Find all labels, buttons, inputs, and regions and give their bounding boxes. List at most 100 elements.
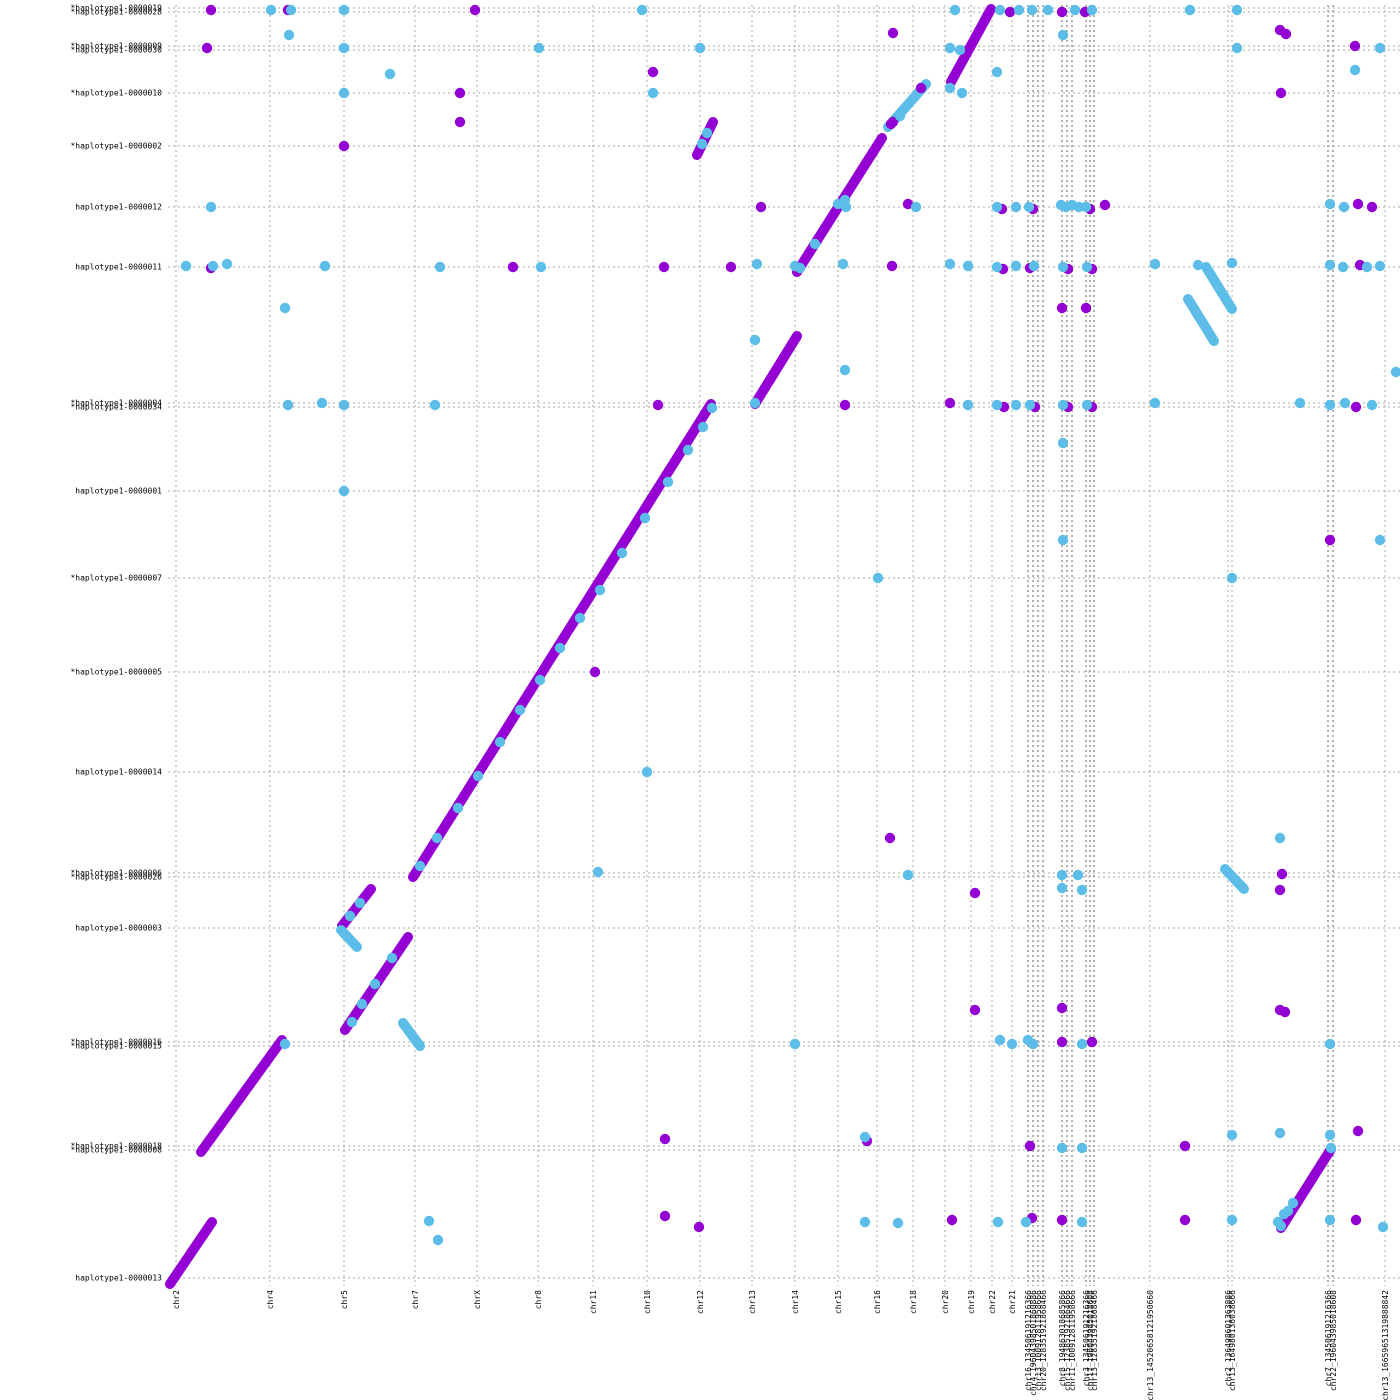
x-tick-label: chr2 <box>172 1290 181 1309</box>
y-axis-labels: *haplotype1-0000019*haplotype1-0000028 *h… <box>70 4 162 1283</box>
alignment-dot <box>494 736 506 748</box>
alignment-dot <box>1010 260 1022 272</box>
alignment-dot <box>1006 1038 1018 1050</box>
x-tick-label: chr13_128351921868466 <box>1090 1290 1099 1391</box>
alignment-dot <box>755 201 767 213</box>
alignment-dot <box>205 4 217 16</box>
x-tick-label: chr16 <box>873 1290 882 1314</box>
alignment-dot <box>265 4 277 16</box>
alignment-dot <box>1027 1038 1039 1050</box>
forward-alignment-points <box>201 4 1378 1233</box>
x-tick-label: chr3_134506191216366 <box>1082 1290 1091 1387</box>
alignment-dot <box>316 397 328 409</box>
alignment-dot <box>1325 1142 1337 1154</box>
alignment-dot <box>1352 1125 1364 1137</box>
alignment-dot <box>1231 4 1243 16</box>
alignment-segment <box>196 1035 287 1157</box>
alignment-dot <box>1366 399 1378 411</box>
y-tick-label: *haplotype1-0000004 <box>70 399 162 408</box>
alignment-dot <box>994 4 1006 16</box>
alignment-dot <box>1274 1127 1286 1139</box>
alignment-dot <box>1056 869 1068 881</box>
alignment-dot <box>1069 4 1081 16</box>
y-tick-label: haplotype1-0000013 <box>75 1274 162 1283</box>
alignment-dot <box>1287 1197 1299 1209</box>
x-tick-label: chr12 <box>696 1290 705 1314</box>
alignment-dot <box>1013 4 1025 16</box>
alignment-dot <box>837 258 849 270</box>
alignment-dot <box>338 4 350 16</box>
alignment-dot <box>1324 1038 1336 1050</box>
alignment-dot <box>454 87 466 99</box>
x-tick-label: chr5 <box>340 1290 349 1309</box>
x-tick-label: chr7_134506191216366 <box>1324 1290 1333 1387</box>
alignment-dot <box>1366 201 1378 213</box>
alignment-dot <box>1324 399 1336 411</box>
alignment-dot <box>1076 1216 1088 1228</box>
alignment-dot <box>885 118 897 130</box>
alignment-dot <box>789 1038 801 1050</box>
alignment-dot <box>894 110 906 122</box>
alignment-dot <box>1072 869 1084 881</box>
x-tick-label: chr14 <box>791 1290 800 1314</box>
alignment-dot <box>354 897 366 909</box>
alignment-dot <box>279 1038 291 1050</box>
alignment-dot <box>872 572 884 584</box>
alignment-dot <box>944 397 956 409</box>
alignment-dot <box>1324 259 1336 271</box>
alignment-dot <box>1226 1214 1238 1226</box>
x-tick-label: chr11_100912811958666 <box>1068 1290 1077 1391</box>
alignment-dot <box>282 399 294 411</box>
alignment-dot <box>969 1004 981 1016</box>
x-tick-label: chrX <box>473 1290 482 1309</box>
alignment-dot <box>1056 1002 1068 1014</box>
alignment-dot <box>1010 201 1022 213</box>
alignment-dot <box>279 302 291 314</box>
alignment-dot <box>1026 4 1038 16</box>
alignment-dot <box>693 1221 705 1233</box>
alignment-dot <box>1350 1214 1362 1226</box>
alignment-dot <box>956 87 968 99</box>
alignment-dot <box>910 201 922 213</box>
alignment-segment <box>336 925 362 952</box>
alignment-dot <box>1184 4 1196 16</box>
alignment-dot <box>507 261 519 273</box>
alignment-dot <box>1374 534 1386 546</box>
alignment-dot <box>1231 42 1243 54</box>
alignment-dot <box>589 666 601 678</box>
alignment-dot <box>839 194 851 206</box>
y-tick-label: haplotype1-0000011 <box>75 263 162 272</box>
alignment-dot <box>344 910 356 922</box>
alignment-dot <box>994 1034 1006 1046</box>
gridlines <box>168 5 1400 1286</box>
reverse-alignment-points <box>180 4 1400 1246</box>
x-tick-label: chr21 <box>1008 1290 1017 1314</box>
alignment-dot <box>535 261 547 273</box>
alignment-dot <box>432 1234 444 1246</box>
y-tick-label: *haplotype1-0000006 <box>70 869 162 878</box>
alignment-dot <box>902 869 914 881</box>
alignment-dot <box>1080 302 1092 314</box>
alignment-dot <box>659 1210 671 1222</box>
alignment-dot <box>180 260 192 272</box>
y-tick-label: *haplotype1-0000015 <box>70 1042 162 1051</box>
x-tick-label: chr22_196043985018608 <box>1329 1290 1338 1391</box>
alignment-dot <box>369 978 381 990</box>
alignment-dot <box>1279 1006 1291 1018</box>
alignment-dot <box>1275 1220 1287 1232</box>
alignment-dot <box>949 4 961 16</box>
alignment-dot <box>1179 1140 1191 1152</box>
y-tick-label: *haplotype1-0000026 <box>70 873 162 882</box>
x-tick-label: chr20 <box>941 1290 950 1314</box>
alignment-dot <box>207 260 219 272</box>
alignment-dot <box>554 642 566 654</box>
x-tick-label: chr4 <box>266 1290 275 1309</box>
y-tick-label: *haplotype1-0000010 <box>70 89 162 98</box>
y-tick-label: *haplotype1-0000002 <box>70 142 162 151</box>
alignment-dot <box>1056 882 1068 894</box>
alignment-dot <box>592 866 604 878</box>
alignment-dot <box>1056 302 1068 314</box>
alignment-dot <box>647 87 659 99</box>
alignment-dot <box>659 1133 671 1145</box>
x-tick-label: chr8 <box>534 1290 543 1309</box>
